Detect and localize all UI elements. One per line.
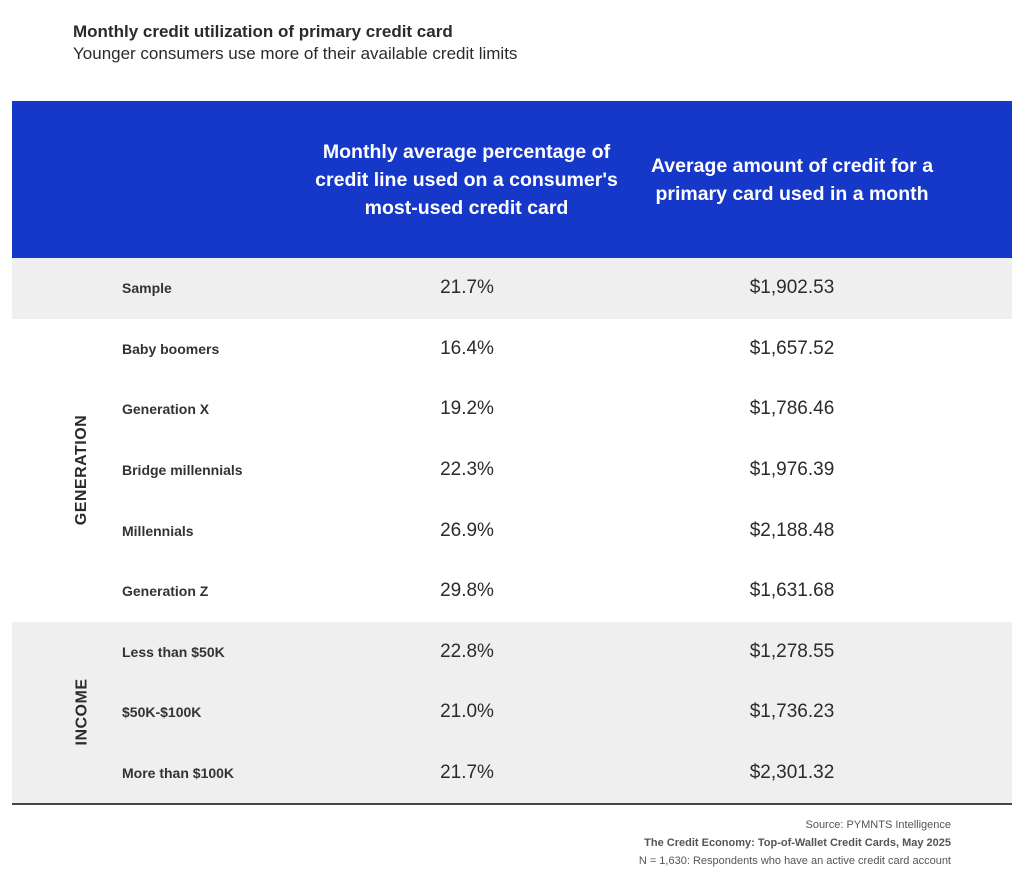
column-header-amount: Average amount of credit for a primary c… [650, 154, 934, 205]
utilization-table: Monthly average percentage of credit lin… [12, 101, 1012, 806]
percentage-cell: 22.8% [440, 640, 494, 662]
sample-note: N = 1,630: Respondents who have an activ… [638, 855, 951, 867]
row-label: Less than $50K [122, 643, 225, 660]
amount-cell: $1,736.23 [749, 701, 835, 723]
table-body: Sample 21.7% $1,902.53 Baby boomers 16.4% $1,… [12, 258, 1012, 804]
table-bottom-rule [12, 803, 1012, 806]
amount-cell: $2,188.48 [749, 519, 835, 541]
percentage-cell: 16.4% [440, 337, 494, 359]
row-label: More than $100K [122, 765, 235, 782]
amount-cell: $2,301.32 [749, 762, 835, 784]
percentage-cell: 21.7% [440, 762, 494, 784]
table-row: More than $100K 21.7% $2,301.32 [12, 742, 1012, 804]
row-label: Sample [122, 280, 172, 297]
table-row: Baby boomers 16.4% $1,657.52 [12, 319, 1012, 380]
group-label-text: GENERATION [73, 414, 91, 526]
amount-cell: $1,278.55 [749, 640, 835, 662]
percentage-cell: 19.2% [440, 398, 494, 420]
table-row: Bridge millennials 22.3% $1,976.39 [12, 440, 1012, 501]
table-row: Generation Z 29.8% $1,631.68 [12, 561, 1012, 622]
source-note: Source: PYMNTS Intelligence [805, 819, 951, 831]
column-header-percentage: Monthly average percentage of credit lin… [315, 140, 618, 219]
table-row: Less than $50K 22.8% $1,278.55 [12, 621, 1012, 683]
row-label: Bridge millennials [122, 462, 243, 479]
chart-subtitle: Younger consumers use more of their avai… [73, 44, 518, 63]
report-note: The Credit Economy: Top-of-Wallet Credit… [644, 837, 951, 849]
percentage-cell: 29.8% [440, 580, 494, 602]
percentage-cell: 21.0% [440, 701, 494, 723]
table-header: Monthly average percentage of credit lin… [12, 101, 1012, 258]
row-label: Generation Z [122, 583, 209, 600]
row-label: Millennials [122, 522, 194, 539]
row-label: Baby boomers [122, 340, 220, 357]
group-label-income: INCOME [60, 622, 104, 804]
chart-title: Monthly credit utilization of primary cr… [73, 22, 453, 41]
group-label-text: INCOME [73, 678, 90, 746]
table-row: Sample 21.7% $1,902.53 [12, 258, 1012, 319]
amount-cell: $1,902.53 [749, 277, 835, 299]
amount-cell: $1,786.46 [749, 398, 835, 420]
amount-cell: $1,631.68 [749, 580, 835, 602]
percentage-cell: 26.9% [440, 519, 494, 541]
row-label: $50K-$100K [122, 704, 202, 721]
percentage-cell: 21.7% [440, 277, 494, 299]
amount-cell: $1,976.39 [749, 459, 835, 481]
table-row: Generation X 19.2% $1,786.46 [12, 379, 1012, 440]
amount-cell: $1,657.52 [749, 337, 835, 359]
group-label-generation: GENERATION [60, 319, 104, 622]
table-row: $50K-$100K 21.0% $1,736.23 [12, 682, 1012, 743]
table-row: Millennials 26.9% $2,188.48 [12, 500, 1012, 561]
percentage-cell: 22.3% [440, 459, 494, 481]
row-label: Generation X [122, 401, 210, 418]
